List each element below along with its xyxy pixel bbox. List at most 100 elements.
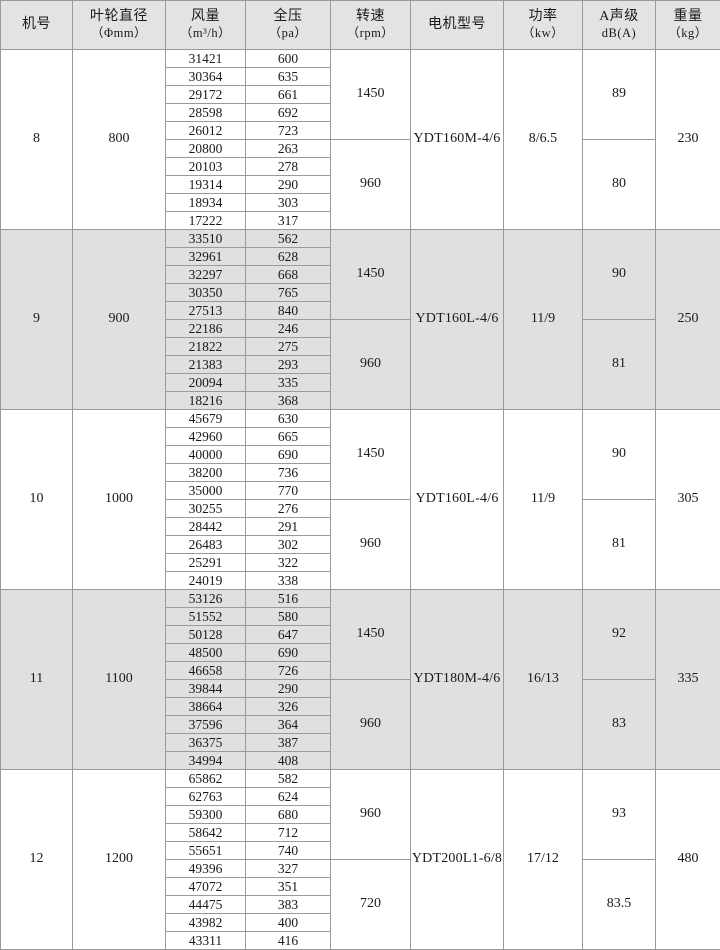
total-pressure-cell: 668 xyxy=(246,266,331,284)
impeller-diameter-cell: 1200 xyxy=(73,770,166,950)
air-volume-cell: 43982 xyxy=(166,914,246,932)
power-cell: 11/9 xyxy=(504,230,583,410)
power-cell: 8/6.5 xyxy=(504,50,583,230)
impeller-diameter-cell: 1000 xyxy=(73,410,166,590)
air-volume-cell: 38664 xyxy=(166,698,246,716)
total-pressure-cell: 275 xyxy=(246,338,331,356)
air-volume-cell: 21383 xyxy=(166,356,246,374)
noise-level-cell: 81 xyxy=(583,500,656,590)
total-pressure-cell: 635 xyxy=(246,68,331,86)
noise-level-cell: 81 xyxy=(583,320,656,410)
total-pressure-cell: 326 xyxy=(246,698,331,716)
air-volume-cell: 31421 xyxy=(166,50,246,68)
column-header-label: 机号 xyxy=(1,17,72,33)
model-number-cell: 10 xyxy=(1,410,73,590)
motor-model-cell: YDT200L1-6/8 xyxy=(411,770,504,950)
speed-cell: 960 xyxy=(331,770,411,860)
air-volume-cell: 30364 xyxy=(166,68,246,86)
air-volume-cell: 44475 xyxy=(166,896,246,914)
air-volume-cell: 24019 xyxy=(166,572,246,590)
total-pressure-cell: 712 xyxy=(246,824,331,842)
air-volume-cell: 53126 xyxy=(166,590,246,608)
total-pressure-cell: 278 xyxy=(246,158,331,176)
air-volume-cell: 20094 xyxy=(166,374,246,392)
noise-level-cell: 83.5 xyxy=(583,860,656,950)
weight-cell: 250 xyxy=(656,230,720,410)
total-pressure-cell: 580 xyxy=(246,608,331,626)
column-header-motor_model: 电机型号 xyxy=(411,1,504,50)
total-pressure-cell: 291 xyxy=(246,518,331,536)
column-header-impeller_dia: 叶轮直径（Φmm） xyxy=(73,1,166,50)
power-cell: 11/9 xyxy=(504,410,583,590)
noise-level-cell: 83 xyxy=(583,680,656,770)
total-pressure-cell: 351 xyxy=(246,878,331,896)
air-volume-cell: 22186 xyxy=(166,320,246,338)
air-volume-cell: 26483 xyxy=(166,536,246,554)
column-header-model_no: 机号 xyxy=(1,1,73,50)
total-pressure-cell: 338 xyxy=(246,572,331,590)
impeller-diameter-cell: 900 xyxy=(73,230,166,410)
column-header-label: 功率 xyxy=(504,9,582,25)
column-header-unit: （kg） xyxy=(656,26,720,40)
air-volume-cell: 26012 xyxy=(166,122,246,140)
air-volume-cell: 47072 xyxy=(166,878,246,896)
total-pressure-cell: 624 xyxy=(246,788,331,806)
total-pressure-cell: 400 xyxy=(246,914,331,932)
total-pressure-cell: 322 xyxy=(246,554,331,572)
air-volume-cell: 17222 xyxy=(166,212,246,230)
motor-model-cell: YDT180M-4/6 xyxy=(411,590,504,770)
speed-cell: 720 xyxy=(331,860,411,950)
air-volume-cell: 42960 xyxy=(166,428,246,446)
air-volume-cell: 18934 xyxy=(166,194,246,212)
total-pressure-cell: 562 xyxy=(246,230,331,248)
total-pressure-cell: 647 xyxy=(246,626,331,644)
total-pressure-cell: 726 xyxy=(246,662,331,680)
model-number-cell: 11 xyxy=(1,590,73,770)
total-pressure-cell: 680 xyxy=(246,806,331,824)
total-pressure-cell: 690 xyxy=(246,446,331,464)
air-volume-cell: 36375 xyxy=(166,734,246,752)
total-pressure-cell: 840 xyxy=(246,302,331,320)
model-number-cell: 12 xyxy=(1,770,73,950)
air-volume-cell: 27513 xyxy=(166,302,246,320)
total-pressure-cell: 516 xyxy=(246,590,331,608)
air-volume-cell: 39844 xyxy=(166,680,246,698)
total-pressure-cell: 335 xyxy=(246,374,331,392)
total-pressure-cell: 368 xyxy=(246,392,331,410)
column-header-total_pressure: 全压（pa） xyxy=(246,1,331,50)
air-volume-cell: 51552 xyxy=(166,608,246,626)
power-cell: 17/12 xyxy=(504,770,583,950)
total-pressure-cell: 317 xyxy=(246,212,331,230)
total-pressure-cell: 383 xyxy=(246,896,331,914)
total-pressure-cell: 416 xyxy=(246,932,331,950)
air-volume-cell: 19314 xyxy=(166,176,246,194)
column-header-unit: （rpm） xyxy=(331,26,410,40)
column-header-air_volume: 风量（m³/h） xyxy=(166,1,246,50)
weight-cell: 335 xyxy=(656,590,720,770)
column-header-label: A声级 xyxy=(583,9,655,25)
total-pressure-cell: 290 xyxy=(246,176,331,194)
air-volume-cell: 29172 xyxy=(166,86,246,104)
speed-cell: 960 xyxy=(331,680,411,770)
speed-cell: 960 xyxy=(331,320,411,410)
total-pressure-cell: 723 xyxy=(246,122,331,140)
air-volume-cell: 48500 xyxy=(166,644,246,662)
column-header-unit: （m³/h） xyxy=(166,26,245,40)
column-header-power: 功率（kw） xyxy=(504,1,583,50)
air-volume-cell: 33510 xyxy=(166,230,246,248)
speed-cell: 1450 xyxy=(331,590,411,680)
column-header-label: 重量 xyxy=(656,9,720,25)
noise-level-cell: 90 xyxy=(583,410,656,500)
total-pressure-cell: 736 xyxy=(246,464,331,482)
motor-model-cell: YDT160M-4/6 xyxy=(411,50,504,230)
column-header-speed: 转速（rpm） xyxy=(331,1,411,50)
air-volume-cell: 20103 xyxy=(166,158,246,176)
air-volume-cell: 30350 xyxy=(166,284,246,302)
column-header-label: 叶轮直径 xyxy=(73,9,165,25)
column-header-unit: dB(A) xyxy=(583,26,655,40)
column-header-label: 全压 xyxy=(246,9,330,25)
